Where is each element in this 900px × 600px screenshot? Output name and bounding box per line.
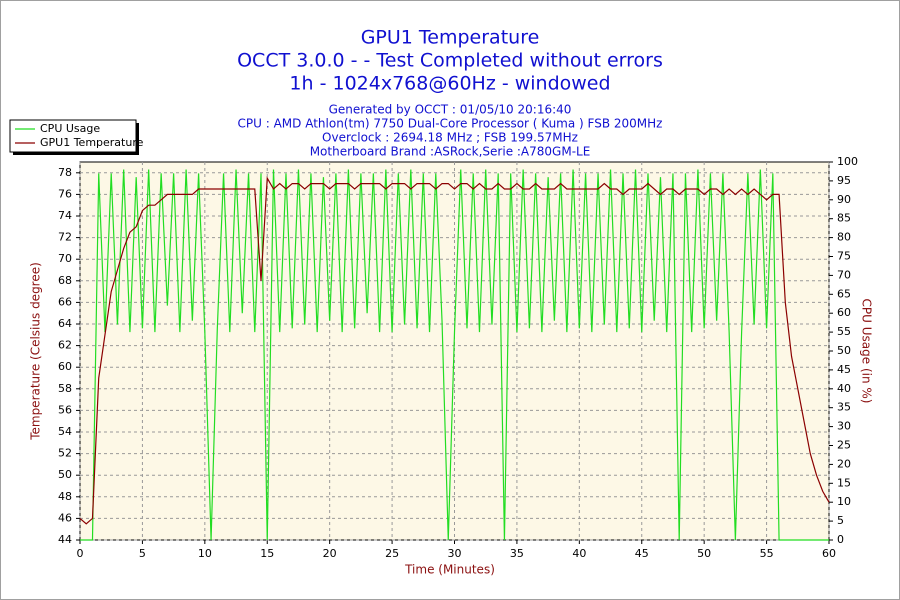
y2-tick-label: 30 — [837, 420, 851, 433]
y2-tick-label: 100 — [837, 155, 858, 168]
x-tick-label: 10 — [198, 547, 212, 560]
y2-tick-label: 10 — [837, 495, 851, 508]
y-tick-label: 72 — [58, 231, 72, 244]
y2-tick-label: 15 — [837, 476, 851, 489]
y2-tick-label: 40 — [837, 382, 851, 395]
x-axis-label: Time (Minutes) — [404, 563, 495, 577]
y-tick-label: 64 — [58, 317, 72, 330]
x-tick-label: 55 — [760, 547, 774, 560]
subtitle: CPU : AMD Athlon(tm) 7750 Dual-Core Proc… — [238, 117, 663, 131]
x-tick-label: 30 — [448, 547, 462, 560]
x-tick-label: 40 — [572, 547, 586, 560]
y2-tick-label: 50 — [837, 344, 851, 357]
x-tick-label: 15 — [260, 547, 274, 560]
y2-tick-label: 20 — [837, 457, 851, 470]
data-line — [80, 169, 829, 541]
y2-tick-label: 45 — [837, 363, 851, 376]
y2-tick-label: 5 — [837, 514, 844, 527]
y2-tick-label: 90 — [837, 193, 851, 206]
subtitle: Overclock : 2694.18 MHz ; FSB 199.57MHz — [322, 131, 578, 145]
y2-tick-label: 75 — [837, 250, 851, 263]
subtitle: Generated by OCCT : 01/05/10 20:16:40 — [329, 103, 572, 117]
y-tick-label: 68 — [58, 274, 72, 287]
chart-title: OCCT 3.0.0 - - Test Completed without er… — [237, 50, 663, 72]
y-tick-label: 56 — [58, 403, 72, 416]
y2-tick-label: 0 — [837, 533, 844, 546]
x-tick-label: 0 — [77, 547, 84, 560]
y-tick-label: 78 — [58, 166, 72, 179]
y2-tick-label: 25 — [837, 439, 851, 452]
y2-tick-label: 55 — [837, 325, 851, 338]
y-tick-label: 50 — [58, 468, 72, 481]
x-tick-label: 5 — [139, 547, 146, 560]
y2-tick-label: 85 — [837, 212, 851, 225]
x-tick-label: 35 — [510, 547, 524, 560]
y-tick-label: 46 — [58, 511, 72, 524]
y2-tick-label: 95 — [837, 174, 851, 187]
subtitle: Motherboard Brand :ASRock,Serie :A780GM-… — [310, 145, 591, 159]
legend-label: CPU Usage — [40, 122, 100, 135]
y-tick-label: 62 — [58, 339, 72, 352]
y-tick-label: 76 — [58, 187, 72, 200]
y2-tick-label: 65 — [837, 287, 851, 300]
y-tick-label: 44 — [58, 533, 72, 546]
chart-title: 1h - 1024x768@60Hz - windowed — [289, 73, 610, 95]
y-tick-label: 66 — [58, 295, 72, 308]
y-tick-label: 58 — [58, 382, 72, 395]
legend-label: GPU1 Temperature — [40, 136, 144, 149]
y2-tick-label: 80 — [837, 231, 851, 244]
y2-tick-label: 35 — [837, 401, 851, 414]
legend — [9, 119, 137, 153]
x-tick-label: 25 — [385, 547, 399, 560]
y2-axis-label: CPU Usage (in %) — [860, 299, 874, 404]
x-tick-label: 60 — [822, 547, 836, 560]
chart-title: GPU1 Temperature — [361, 27, 540, 49]
y-tick-label: 48 — [58, 490, 72, 503]
data-line — [79, 176, 830, 525]
x-tick-label: 50 — [697, 547, 711, 560]
y-axis-label: Temperature (Celsius degree) — [29, 262, 43, 441]
y-tick-label: 70 — [58, 252, 72, 265]
y-tick-label: 60 — [58, 360, 72, 373]
x-tick-label: 45 — [635, 547, 649, 560]
y2-tick-label: 60 — [837, 306, 851, 319]
y-tick-label: 54 — [58, 425, 72, 438]
y-tick-label: 74 — [58, 209, 72, 222]
y-tick-label: 52 — [58, 447, 72, 460]
x-tick-label: 20 — [323, 547, 337, 560]
y2-tick-label: 70 — [837, 268, 851, 281]
